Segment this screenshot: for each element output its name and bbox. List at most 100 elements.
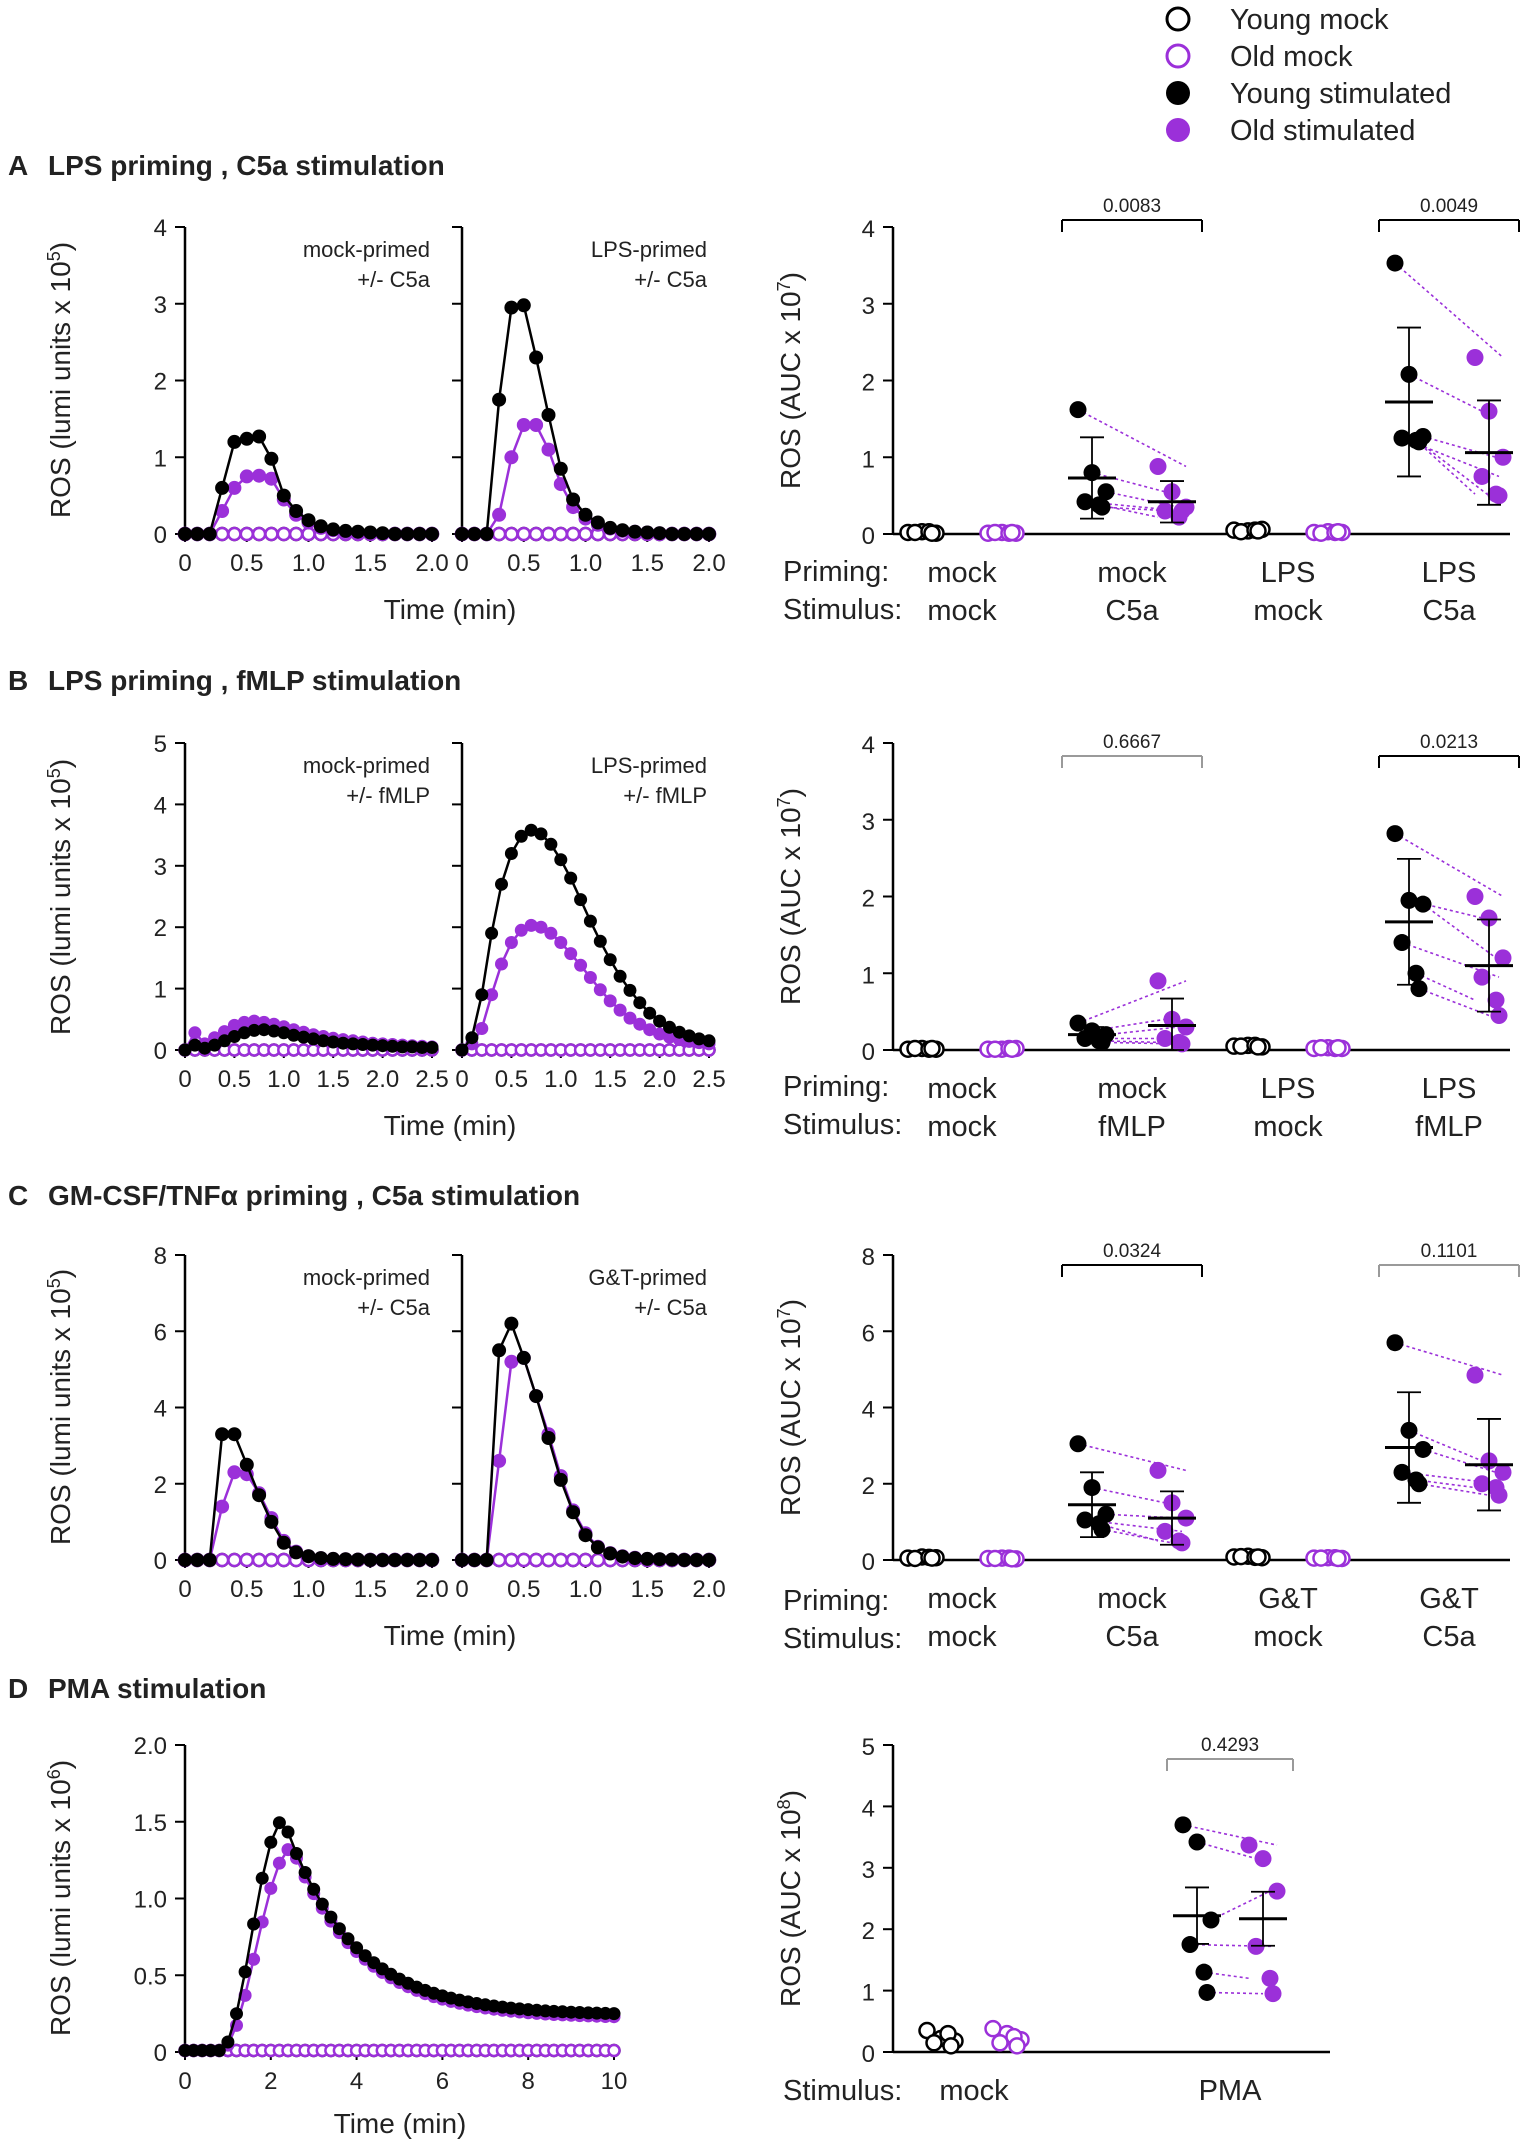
- chart-B-mock-primed-annotation-line1: mock-primed: [303, 753, 430, 778]
- chart-B-auc-point: [1003, 1040, 1021, 1058]
- chart-C-mock-primed-point-young-stimulated: [289, 1545, 304, 1560]
- chart-B-auc-point: [1494, 949, 1512, 967]
- chart-A-LPS-primed-point-old-stimulated: [541, 442, 556, 457]
- chart-D-time-xtick-label: 4: [350, 2068, 363, 2095]
- chart-C-mock-primed-ytick-label: 6: [154, 1319, 167, 1346]
- chart-A-LPS-primed-annotation-line2: +/- C5a: [634, 267, 708, 292]
- chart-C-GT-primed-point-young-stimulated: [541, 1431, 556, 1445]
- chart-A-auc-point: [1329, 522, 1347, 541]
- chart-C-auc-point: [1149, 1461, 1167, 1479]
- chart-C-mock-primed-point-young-stimulated: [350, 1552, 365, 1567]
- chart-A-mock-primed-point-old-stimulated: [227, 480, 242, 495]
- chart-A-LPS-primed-xtick-label: 0.5: [507, 550, 540, 577]
- chart-C-mock-primed-point-young-stimulated: [190, 1553, 205, 1567]
- chart-B-LPS-primed-point-old-stimulated: [534, 920, 548, 934]
- chart-C-GT-primed-point-old-stimulated: [492, 1453, 507, 1468]
- chart-A-auc-point: [1076, 493, 1094, 511]
- chart-B-LPS-primed-point-young-stimulated: [682, 1029, 696, 1043]
- chart-D-time-point-young-stimulated: [281, 1825, 295, 1839]
- chart-B-mock-primed-ytick-label: 3: [154, 854, 167, 881]
- chart-C-auc-point: [1093, 1521, 1111, 1538]
- chart-A-LPS-primed-point-young-stimulated: [553, 461, 568, 476]
- chart-B-auc-ytick-label: 0: [862, 1039, 875, 1066]
- chart-B-LPS-primed-point-young-stimulated: [544, 837, 558, 851]
- chart-B-mock-primed-point-young-stimulated: [287, 1028, 301, 1042]
- chart-A-auc-pair-line: [1418, 441, 1490, 497]
- chart-B-LPS-primed-point-old-stimulated: [554, 936, 568, 949]
- chart-C-GT-primed-point-young-stimulated: [640, 1551, 655, 1566]
- chart-B-auc-point: [1490, 1006, 1508, 1024]
- chart-A-auc-pair-line: [1084, 500, 1183, 512]
- chart-A-auc-point: [1466, 348, 1484, 366]
- chart-C-mock-primed-point-young-stimulated: [202, 1553, 217, 1567]
- chart-B-mock-primed-point-young-stimulated: [336, 1036, 350, 1050]
- chart-A-LPS-primed-point-old-mock: [578, 526, 593, 542]
- chart-C-auc-point: [1232, 1547, 1250, 1566]
- chart-B-LPS-primed-point-young-stimulated: [554, 853, 568, 867]
- chart-D-auc-point: [991, 2034, 1009, 2052]
- chart-B-mock-primed-point-young-stimulated: [198, 1041, 212, 1055]
- chart-A-auc-pair-line: [1408, 373, 1483, 412]
- chart-C-GT-primed-point-young-stimulated: [677, 1553, 692, 1567]
- chart-A-LPS-primed-point-young-stimulated: [492, 392, 507, 407]
- panel-A-heading: A LPS priming , C5a stimulation: [8, 150, 445, 181]
- chart-B-mock-primed-point-young-stimulated: [326, 1035, 340, 1049]
- chart-B-mock-primed-point-young-stimulated: [415, 1041, 429, 1054]
- chart-C-GT-primed: 0 0.5 1.0 1.5 2.0 G&T-primed +/- C5a: [452, 1254, 726, 1603]
- chart-B-LPS-primed-point-young-stimulated: [514, 829, 528, 843]
- chart-D-auc-ylabel: ROS (AUC x 108): [774, 1790, 806, 2007]
- chart-D-auc-point: [1202, 1911, 1220, 1929]
- chart-C-GT-primed-point-old-mock: [590, 1552, 606, 1568]
- chart-C-auc-pair-line: [1401, 1471, 1500, 1485]
- panel-C-heading: C GM-CSF/TNFα priming , C5a stimulation: [8, 1180, 580, 1211]
- chart-B-auc-pair-line: [1098, 1039, 1159, 1044]
- chart-C-auc-point: [1494, 1463, 1512, 1481]
- chart-A-LPS-primed-point-young-stimulated: [516, 298, 531, 313]
- chart-B-LPS-primed-point-young-stimulated: [623, 983, 637, 997]
- chart-A-auc-stimulus-label: C5a: [1422, 595, 1476, 627]
- chart-A-LPS-primed-xtick-label: 2.0: [692, 550, 725, 577]
- chart-B-mock-primed-xtick-label: 2.5: [415, 1066, 448, 1093]
- chart-B-LPS-primed-point-young-stimulated: [643, 1006, 657, 1020]
- chart-A-mock-primed-point-young-stimulated: [252, 429, 267, 444]
- chart-A-LPS-primed-point-old-mock: [528, 526, 544, 542]
- legend: Young mock Old mock Young stimulated Old…: [1165, 4, 1451, 147]
- chart-A-LPS-primed-point-old-mock: [541, 526, 556, 542]
- chart-B-mock-primed-point-old-stimulated: [247, 1014, 261, 1028]
- chart-C-mock-primed-ytick-label: 2: [154, 1472, 167, 1499]
- chart-D-time-point-young-stimulated: [607, 2007, 621, 2021]
- chart-B-auc-ytick-label: 3: [862, 809, 875, 836]
- chart-C-mock-primed-point-young-stimulated: [301, 1549, 316, 1564]
- chart-D-time: 0 2 4 6 8 10 0 0.5 1.0 1.5 2.0: [134, 1733, 628, 2095]
- chart-C-auc-priming-label: G&T: [1419, 1583, 1479, 1615]
- chart-C-mock-primed-ytick-label: 4: [154, 1396, 167, 1423]
- chart-B-ylabel: ROS (lumi units x 105): [44, 759, 76, 1035]
- chart-B-mock-primed-point-young-stimulated: [208, 1038, 222, 1052]
- chart-D-time-point-young-stimulated: [315, 1897, 329, 1911]
- chart-A-LPS-primed-point-young-stimulated: [566, 492, 581, 507]
- chart-D-time-point-old-stimulated: [247, 1952, 261, 1966]
- chart-C-GT-primed-point-old-mock: [504, 1552, 519, 1568]
- chart-A-auc-point: [923, 524, 941, 542]
- chart-A-mock-primed-point-young-stimulated: [202, 527, 217, 541]
- chart-D-time-point-old-mock: [607, 2043, 621, 2058]
- chart-A-LPS-primed-point-young-stimulated: [529, 350, 544, 365]
- chart-B-LPS-primed-point-young-stimulated: [663, 1020, 676, 1034]
- chart-B-mock-primed-point-young-stimulated: [346, 1037, 360, 1051]
- chart-A-LPS-primed-point-young-stimulated: [665, 527, 679, 541]
- priming-row-label-B: Priming:: [783, 1071, 889, 1103]
- chart-C-GT-primed-point-young-stimulated: [529, 1389, 544, 1404]
- chart-D-time-point-old-stimulated: [272, 1856, 286, 1870]
- chart-D-auc-point: [1174, 1816, 1192, 1834]
- chart-A-mock-primed-point-old-mock: [239, 526, 255, 542]
- priming-row-label-A: Priming:: [783, 556, 889, 588]
- chart-A-LPS-primed-point-old-mock: [504, 526, 519, 542]
- chart-A-auc-p-value: 0.0049: [1420, 196, 1478, 217]
- chart-A-auc-priming-label: mock: [927, 557, 997, 589]
- chart-A-mock-primed-point-old-mock: [227, 526, 242, 542]
- chart-A-mock-primed-point-old-mock: [301, 526, 316, 542]
- chart-C-mock-primed-point-young-stimulated: [313, 1551, 328, 1566]
- chart-D-time-point-young-stimulated: [255, 1871, 269, 1885]
- chart-C-GT-primed-point-old-mock: [528, 1552, 544, 1568]
